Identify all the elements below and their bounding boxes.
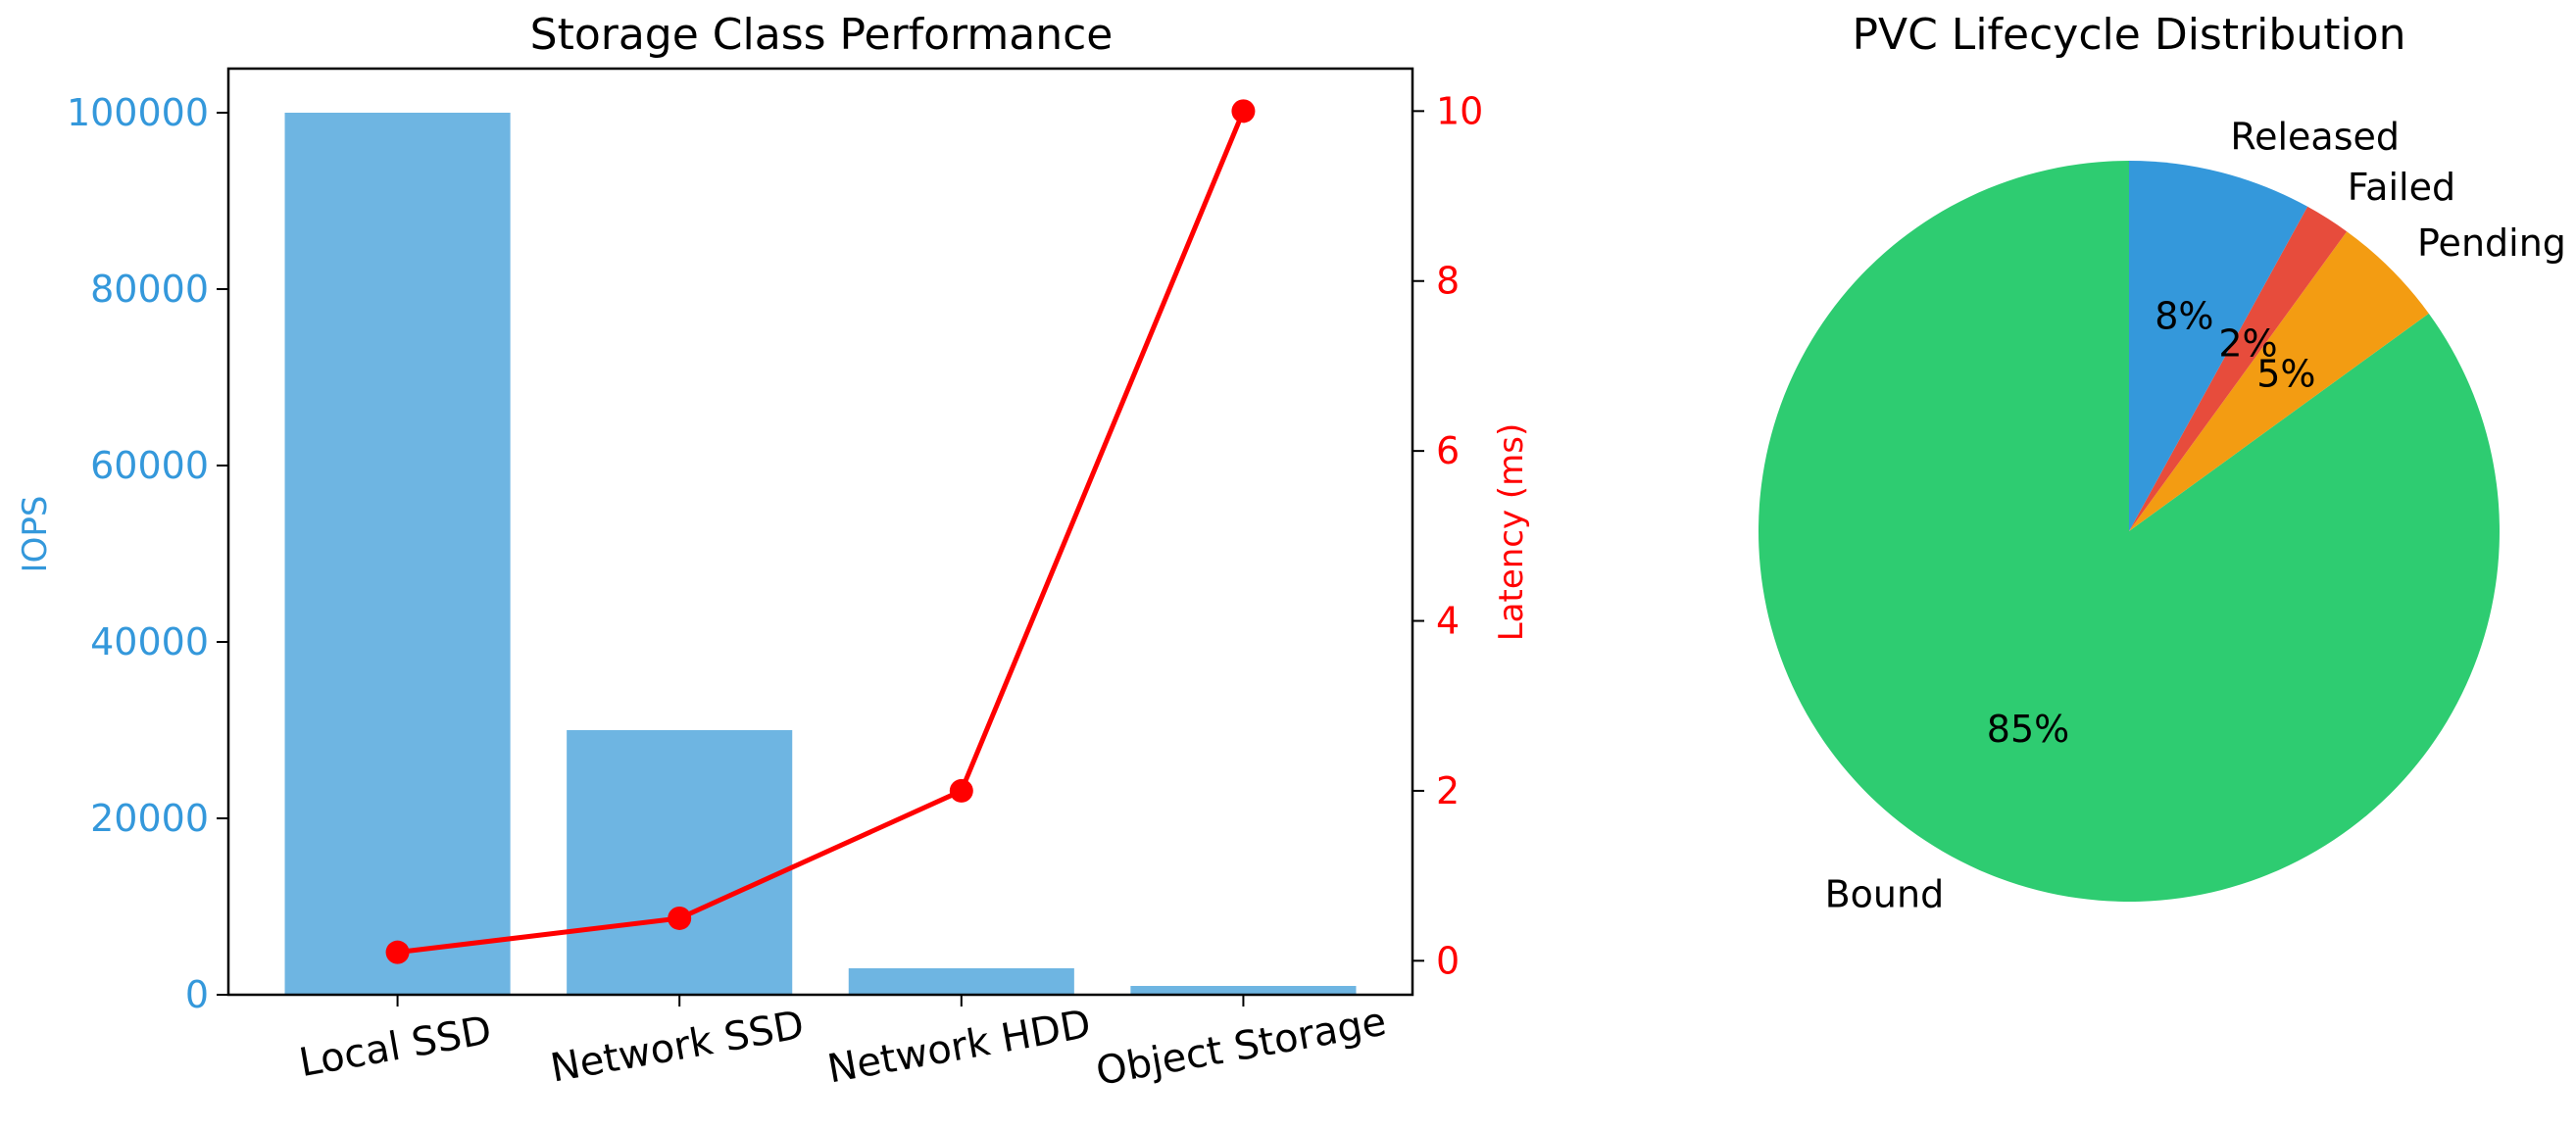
y-left-tick-label-4: 80000 (90, 268, 209, 311)
y-axis-right: 0 2 4 6 8 10 (1412, 89, 1483, 982)
chart-title: PVC Lifecycle Distribution (1852, 10, 2405, 60)
bar-series (284, 113, 1357, 995)
y-right-tick-label-3: 6 (1436, 429, 1460, 472)
pie-pct-bound: 85% (1987, 708, 2069, 751)
pie-label-failed: Failed (2348, 166, 2455, 209)
pie-pct-failed: 2% (2218, 322, 2277, 366)
y-right-tick-label-5: 10 (1436, 89, 1483, 132)
pie-slices (1759, 161, 2500, 902)
pie-pct-released: 8% (2155, 294, 2213, 337)
pie-label-bound: Bound (1825, 872, 1945, 915)
chart-title: Storage Class Performance (530, 10, 1114, 60)
pie-slice-released (2129, 161, 2308, 531)
iops-bar-3 (1130, 986, 1357, 995)
pie-slice-pending (2129, 231, 2429, 531)
latency-point-0 (385, 940, 410, 964)
y-left-tick-label-0: 0 (185, 973, 209, 1016)
pie-label-released: Released (2230, 115, 2400, 158)
iops-bar-1 (567, 730, 793, 995)
pie-label-pending: Pending (2417, 221, 2566, 265)
y-left-tick-label-1: 20000 (90, 797, 209, 840)
latency-line (397, 110, 1246, 956)
y-left-tick-label-2: 40000 (90, 620, 209, 663)
y-right-tick-label-1: 2 (1436, 769, 1460, 812)
pie-chart: PVC Lifecycle Distribution Bound 85% Pendi… (1759, 10, 2566, 915)
iops-bar-2 (848, 968, 1074, 995)
latency-series (385, 99, 1256, 964)
latency-point-1 (668, 906, 692, 930)
plot-frame (226, 67, 1414, 997)
y-right-tick-label-2: 4 (1436, 600, 1460, 643)
y-left-tick-label-5: 100000 (67, 91, 209, 134)
pie-pct-pending: 5% (2256, 353, 2315, 396)
iops-bar-0 (284, 113, 511, 995)
y-axis-label-right: Latency (ms) (1492, 423, 1531, 642)
latency-point-3 (1231, 99, 1256, 123)
pie-labels: Bound 85% Pending 5% Failed 2% Released 8% (1825, 115, 2566, 915)
latency-point-2 (949, 778, 973, 803)
y-axis-left: 0 20000 40000 60000 80000 100000 (67, 91, 228, 1016)
bar-line-chart: Storage Class Performance Local SSD Netwo… (16, 10, 1531, 1095)
y-axis-label-left: IOPS (16, 496, 55, 573)
pie-slice-failed (2129, 206, 2348, 531)
y-right-tick-label-4: 8 (1436, 260, 1460, 303)
y-right-tick-label-0: 0 (1436, 939, 1460, 982)
y-left-tick-label-3: 60000 (90, 444, 209, 487)
